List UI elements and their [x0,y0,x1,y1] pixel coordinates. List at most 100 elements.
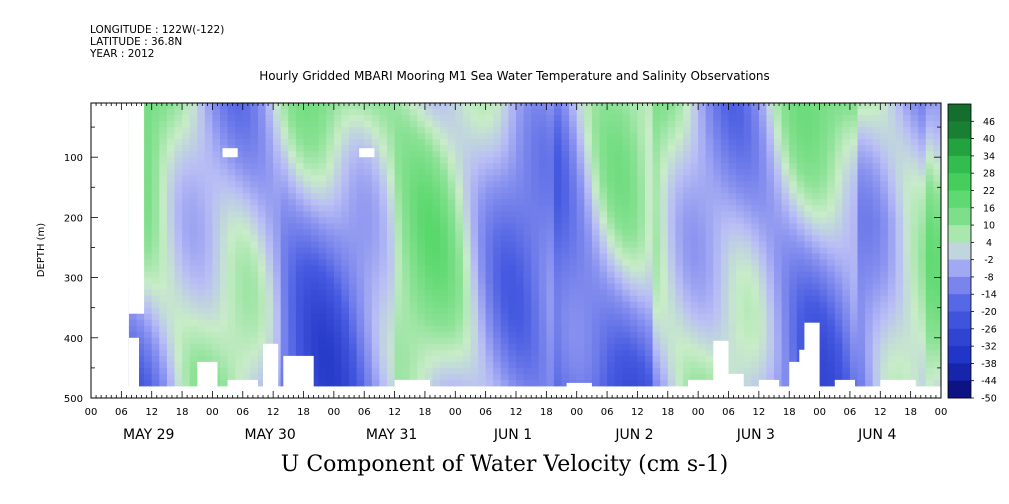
heatmap-cell [204,133,213,140]
heatmap-cell [789,313,798,321]
heatmap-cell [485,163,494,170]
heatmap-cell [766,211,775,218]
heatmap-cell [827,379,836,387]
heatmap-cell [470,247,479,254]
heatmap-cell [849,301,858,309]
heatmap-cell [189,211,198,218]
heatmap-cell [827,103,836,110]
heatmap-cell [318,379,327,387]
heatmap-cell [455,163,464,170]
heatmap-cell [280,217,289,224]
heatmap-cell [402,229,411,236]
heatmap-cell [295,283,304,291]
heatmap-cell [220,295,229,303]
heatmap-cell [136,325,145,333]
heatmap-cell [774,121,783,128]
heatmap-cell [250,115,259,122]
heatmap-cell [318,169,327,176]
heatmap-cell [720,229,729,236]
heatmap-cell [857,349,866,357]
heatmap-cell [265,217,274,224]
heatmap-cell [652,187,661,194]
heatmap-cell [865,301,874,309]
heatmap-cell [212,223,221,230]
heatmap-cell [462,175,471,182]
heatmap-cell [470,103,479,110]
heatmap-cell [387,265,396,273]
heatmap-cell [364,175,373,182]
heatmap-cell [288,169,297,176]
heatmap-cell [455,337,464,345]
heatmap-cell [827,169,836,176]
heatmap-cell [652,151,661,158]
heatmap-cell [212,187,221,194]
heatmap-cell [758,175,767,182]
heatmap-cell [280,223,289,230]
heatmap-cell [318,319,327,327]
heatmap-cell [440,343,449,351]
heatmap-cell [432,367,441,375]
heatmap-cell [493,169,502,176]
heatmap-cell [523,127,532,134]
heatmap-cell [280,181,289,188]
heatmap-cell [698,241,707,248]
heatmap-cell [751,307,760,315]
heatmap-cell [242,337,251,345]
heatmap-cell [698,235,707,242]
heatmap-cell [311,139,320,146]
heatmap-cell [546,355,555,363]
heatmap-cell [174,343,183,351]
heatmap-cell [273,217,282,224]
heatmap-cell [766,151,775,158]
heatmap-cell [569,241,578,248]
heatmap-cell [387,145,396,152]
heatmap-cell [478,205,487,212]
heatmap-cell [508,247,517,254]
heatmap-cell [895,265,904,273]
heatmap-cell [295,253,304,260]
heatmap-cell [766,193,775,200]
heatmap-cell [204,247,213,254]
heatmap-cell [637,145,646,152]
heatmap-cell [925,241,934,248]
heatmap-cell [417,187,426,194]
heatmap-cell [204,265,213,273]
heatmap-cell [516,223,525,230]
heatmap-cell [402,337,411,345]
heatmap-cell [652,109,661,116]
heatmap-cell [182,127,191,134]
heatmap-cell [751,205,760,212]
heatmap-cell [531,373,540,381]
heatmap-cell [812,151,821,158]
heatmap-cell [326,355,335,363]
heatmap-cell [159,217,168,224]
heatmap-cell [569,289,578,297]
heatmap-cell [364,211,373,218]
heatmap-cell [409,223,418,230]
heatmap-cell [447,187,456,194]
heatmap-cell [295,343,304,351]
heatmap-cell [599,151,608,158]
heatmap-cell [409,253,418,260]
heatmap-cell [166,115,175,122]
heatmap-cell [667,217,676,224]
heatmap-cell [508,139,517,146]
heatmap-cell [455,175,464,182]
heatmap-cell [849,109,858,116]
heatmap-cell [622,301,631,309]
heatmap-cell [371,349,380,357]
heatmap-cell [903,319,912,327]
heatmap-cell [789,127,798,134]
heatmap-cell [516,103,525,110]
heatmap-cell [569,331,578,339]
heatmap-cell [341,349,350,357]
heatmap-cell [683,127,692,134]
heatmap-cell [144,211,153,218]
heatmap-cell [758,229,767,236]
heatmap-cell [500,121,509,128]
heatmap-cell [432,199,441,206]
heatmap-cell [409,109,418,116]
heatmap-cell [705,103,714,110]
heatmap-cell [766,283,775,291]
heatmap-cell [440,103,449,110]
